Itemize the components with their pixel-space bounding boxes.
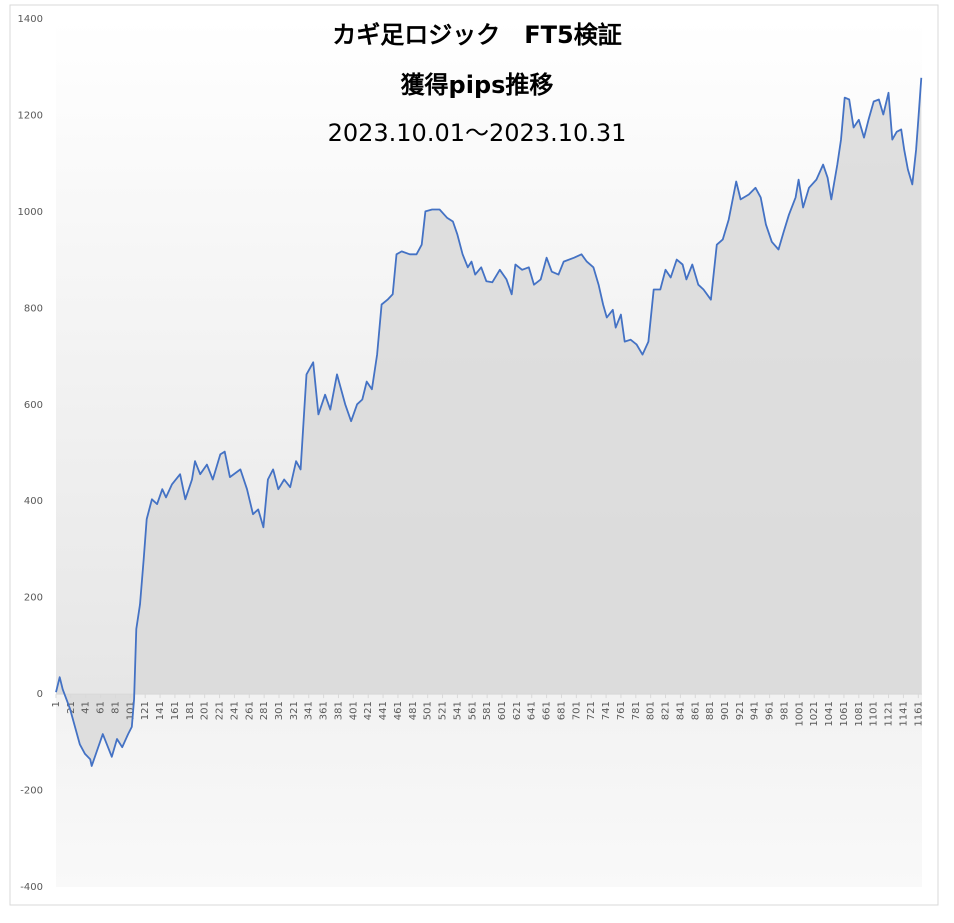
y-tick-label: 1400 [18,14,43,25]
x-tick-label: 281 [259,701,270,720]
x-tick-label: 881 [705,701,716,720]
x-tick-label: 241 [229,701,240,720]
line [55,77,923,767]
x-tick-label: 421 [363,701,374,720]
x-tick-label: 101 [125,701,136,720]
x-tick-label: 621 [512,701,523,720]
x-tick-label: 1041 [824,701,835,726]
x-tick-label: 1021 [809,701,820,726]
x-tick-label: 81 [110,701,121,714]
x-tick-label: 181 [185,701,196,720]
x-tick-label: 1001 [794,701,805,726]
x-tick-label: 1121 [884,701,895,726]
x-tick-label: 781 [631,701,642,720]
x-tick-label: 661 [542,701,553,720]
x-tick-label: 221 [215,701,226,720]
x-tick-label: 461 [393,701,404,720]
y-tick-label: 400 [24,496,43,507]
x-tick-label: 21 [66,701,77,714]
x-tick-label: 341 [304,701,315,720]
y-tick-label: 1200 [18,110,43,121]
x-tick-label: 561 [467,701,478,720]
x-tick-label: 441 [378,701,389,720]
x-tick-label: 681 [556,701,567,720]
y-tick-label: 1000 [18,207,43,218]
x-tick-label: 741 [601,701,612,720]
chart-title: 獲得pips推移 [401,71,554,99]
x-tick-label: 501 [423,701,434,720]
x-tick-label: 41 [81,701,92,714]
x-tick-label: 141 [155,701,166,720]
area [56,77,922,767]
plot-background [56,694,922,887]
x-tick-label: 961 [765,701,776,720]
x-tick-label: 161 [170,701,181,720]
x-tick-label: 841 [675,701,686,720]
x-tick-label: 901 [720,701,731,720]
x-tick-label: 801 [646,701,657,720]
x-tick-label: 981 [779,701,790,720]
x-tick-label: 481 [408,701,419,720]
x-tick-label: 301 [274,701,285,720]
x-tick-label: 261 [244,701,255,720]
x-tick-label: 861 [690,701,701,720]
x-tick-label: 641 [527,701,538,720]
x-tick-label: 821 [661,701,672,720]
y-tick-label: 600 [24,400,43,411]
x-tick-label: 321 [289,701,300,720]
x-tick-label: 581 [482,701,493,720]
x-tick-label: 201 [200,701,211,720]
x-tick-label: 1061 [839,701,850,726]
x-tick-label: 1 [51,701,62,707]
x-tick-label: 601 [497,701,508,720]
x-tick-label: 121 [140,701,151,720]
y-tick-label: -400 [20,882,43,893]
x-tick-label: 941 [750,701,761,720]
x-tick-label: 1161 [913,701,924,726]
x-tick-label: 401 [348,701,359,720]
x-tick-label: 381 [333,701,344,720]
y-tick-label: 200 [24,593,43,604]
x-tick-label: 1081 [854,701,865,726]
chart-title: カギ足ロジック FT5検証 [332,21,621,49]
x-tick-label: 721 [586,701,597,720]
x-tick-label: 1101 [869,701,880,726]
x-tick-label: 761 [616,701,627,720]
y-tick-label: -200 [20,786,43,797]
chart-title: 2023.10.01～2023.10.31 [328,119,627,147]
x-tick-label: 61 [96,701,107,714]
x-tick-label: 361 [319,701,330,720]
x-tick-label: 521 [438,701,449,720]
x-tick-label: 921 [735,701,746,720]
y-tick-label: 0 [37,689,43,700]
y-tick-label: 800 [24,303,43,314]
x-tick-label: 1141 [898,701,909,726]
x-tick-label: 541 [452,701,463,720]
x-tick-label: 701 [571,701,582,720]
